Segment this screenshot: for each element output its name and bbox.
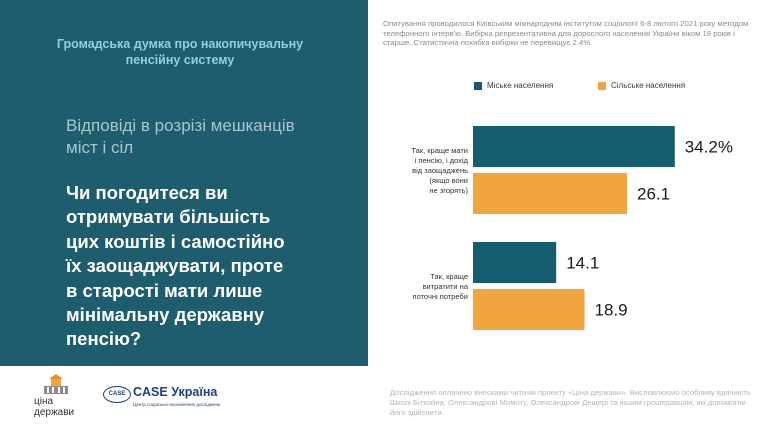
category-label: Так, краще мати і пенсію, і дохід від заощ… [411, 146, 468, 195]
legend-label-urban: Міське населення [487, 81, 554, 90]
legend-swatch-rural [598, 82, 606, 90]
page-title: Громадська думка про накопичувальну пенс… [56, 37, 304, 67]
survey-methodology-note: Опитування проводилося Київським міжнаро… [383, 19, 749, 48]
bar-rural [473, 173, 627, 214]
bar-value-label: 14.1 [566, 254, 599, 273]
bar-value-label: 18.9 [595, 301, 628, 320]
legend-label-rural: Сільське населення [611, 81, 686, 90]
logos-bar: ціна держави CASE CASE Україна Центр соц… [0, 366, 368, 432]
survey-question: Чи погодитеся ви отримувати більшість ци… [66, 182, 285, 350]
category-label: Так, краще витратити на поточні потреби [413, 272, 469, 301]
funding-acknowledgement: Дослідження оплачено внесками читачів пр… [390, 388, 751, 417]
case-logo-subtitle: Центр соціально-економічних досліджень [133, 402, 221, 407]
left-panel: Громадська думка про накопичувальну пенс… [0, 0, 368, 366]
section-subtitle: Відповіді в розрізі мешканців міст і сіл [66, 116, 295, 157]
case-logo-name: CASE Україна [133, 385, 218, 399]
bar-value-label: 26.1 [637, 185, 670, 204]
case-ukraine-logo[interactable]: CASE CASE Україна Центр соціально-економ… [103, 384, 223, 414]
bar-rural [473, 289, 585, 330]
building-icon [44, 374, 68, 394]
legend-swatch-urban [474, 82, 482, 90]
case-oval-mark: CASE [103, 386, 131, 403]
bar-chart: Так, краще мати і пенсію, і дохід від заощ… [411, 126, 733, 330]
bar-urban [473, 242, 557, 283]
tsina-derzhavy-logo[interactable]: ціна держави [32, 374, 84, 422]
bar-value-label: 34.2% [685, 138, 733, 157]
bar-urban [473, 126, 675, 167]
tsina-logo-word1: ціна [34, 396, 54, 407]
tsina-logo-word2: держави [34, 407, 75, 418]
